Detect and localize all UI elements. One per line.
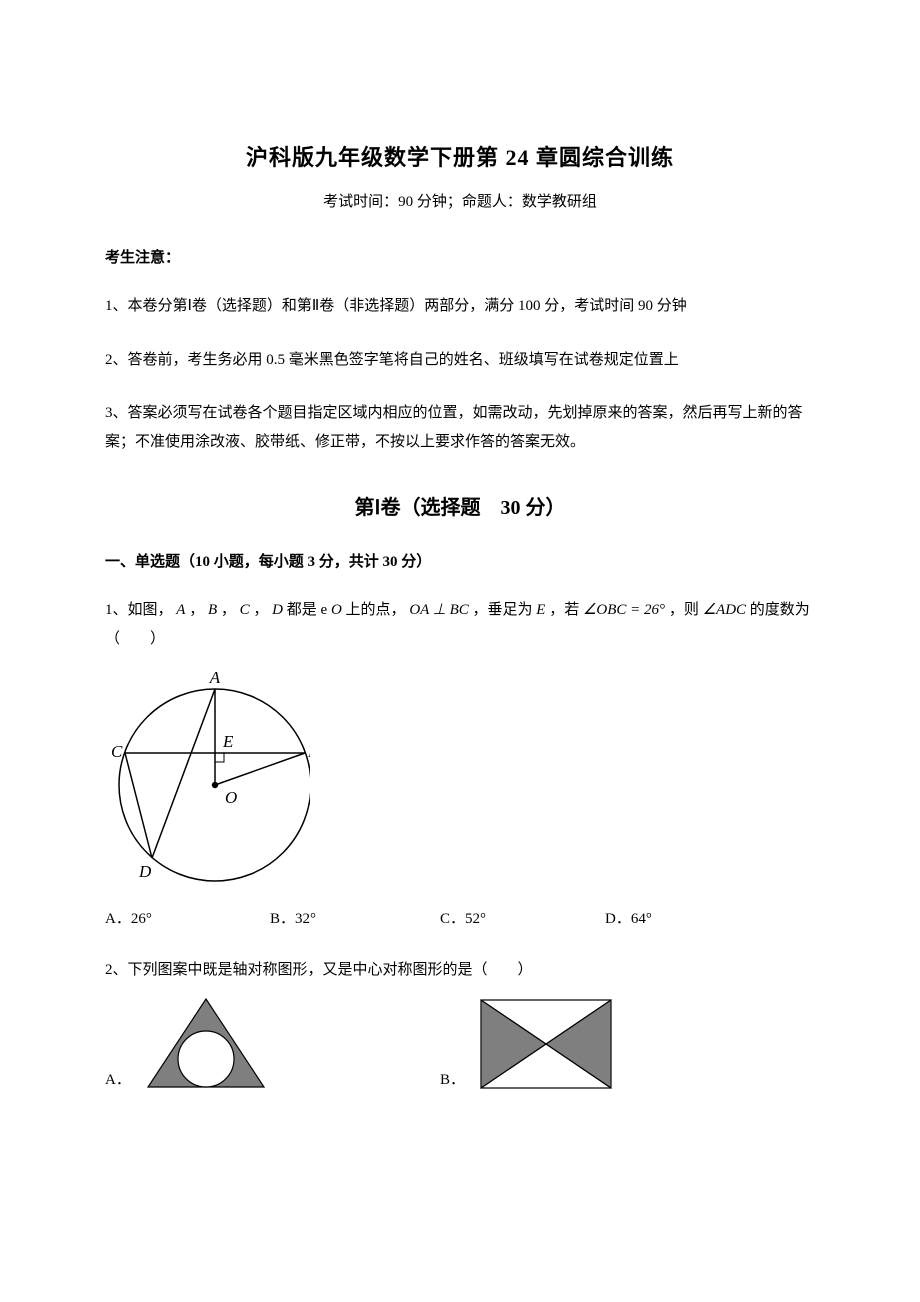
instruction-2: 2、答卷前，考生务必用 0.5 毫米黑色签字笔将自己的姓名、班级填写在试卷规定位… bbox=[105, 346, 815, 375]
svg-text:D: D bbox=[138, 862, 152, 881]
q1-option-A: A．26° bbox=[105, 907, 270, 928]
q1-figure: A B C D E O bbox=[105, 665, 815, 887]
q1-perp: OA ⊥ BC bbox=[409, 602, 468, 618]
q2-label-B: B． bbox=[440, 1068, 480, 1089]
q1-prefix: 1、如图， bbox=[105, 602, 173, 618]
section1-heading: 一、单选题（10 小题，每小题 3 分，共计 30 分） bbox=[105, 550, 815, 571]
q1-seg2: ， bbox=[221, 602, 236, 618]
q2-option-A: A． bbox=[105, 997, 440, 1089]
q1-label-O: O bbox=[331, 602, 342, 618]
q2-figure-B bbox=[480, 999, 612, 1089]
doc-subtitle: 考试时间：90 分钟；命题人：数学教研组 bbox=[105, 190, 815, 211]
q2-stem: 2、下列图案中既是轴对称图形，又是中心对称图形的是（ ） bbox=[105, 956, 815, 985]
q1-seg8: ，则 bbox=[669, 602, 703, 618]
q1-label-C: C bbox=[240, 602, 250, 618]
q1-options: A．26° B．32° C．52° D．64° bbox=[105, 907, 815, 928]
q1-label-D: D bbox=[272, 602, 283, 618]
q1-label-B: B bbox=[208, 602, 217, 618]
svg-text:O: O bbox=[225, 788, 237, 807]
q1-seg5: 上的点， bbox=[346, 602, 406, 618]
q1-seg1: ， bbox=[189, 602, 204, 618]
q1-seg7: ，若 bbox=[549, 602, 583, 618]
q1-label-A: A bbox=[176, 602, 185, 618]
q1-angle-obc: ∠OBC = 26° bbox=[583, 602, 665, 618]
q1-angle-adc: ∠ADC bbox=[703, 602, 746, 618]
q2-options-row: A． B． bbox=[105, 997, 815, 1089]
q2-option-B: B． bbox=[440, 999, 815, 1089]
svg-text:E: E bbox=[222, 732, 234, 751]
svg-text:A: A bbox=[209, 668, 221, 687]
instruction-3: 3、答案必须写在试卷各个题目指定区域内相应的位置，如需改动，先划掉原来的答案，然… bbox=[105, 399, 815, 456]
q1-label-E: E bbox=[536, 602, 545, 618]
svg-text:B: B bbox=[308, 742, 310, 761]
q2-label-A: A． bbox=[105, 1068, 146, 1089]
q1-option-B: B．32° bbox=[270, 907, 440, 928]
q1-circle-diagram: A B C D E O bbox=[105, 665, 310, 887]
q1-option-D: D．64° bbox=[605, 907, 815, 928]
q1-option-C: C．52° bbox=[440, 907, 605, 928]
notice-label: 考生注意： bbox=[105, 246, 815, 267]
q2-figure-A bbox=[146, 997, 266, 1089]
q1-stem: 1、如图， A ， B ， C ， D 都是 e O 上的点， OA ⊥ BC … bbox=[105, 596, 815, 653]
doc-title: 沪科版九年级数学下册第 24 章圆综合训练 bbox=[105, 140, 815, 172]
q1-circle-O: e bbox=[321, 602, 328, 618]
q1-seg3: ， bbox=[253, 602, 268, 618]
svg-text:C: C bbox=[111, 742, 123, 761]
instruction-1: 1、本卷分第Ⅰ卷（选择题）和第Ⅱ卷（非选择题）两部分，满分 100 分，考试时间… bbox=[105, 292, 815, 321]
q1-seg4: 都是 bbox=[287, 602, 321, 618]
part1-heading: 第Ⅰ卷（选择题 30 分） bbox=[105, 491, 815, 520]
q1-seg6: ，垂足为 bbox=[473, 602, 537, 618]
